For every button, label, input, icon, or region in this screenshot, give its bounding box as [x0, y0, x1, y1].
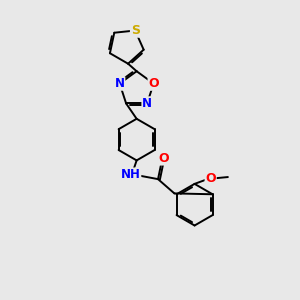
Text: S: S [130, 24, 140, 37]
Text: O: O [159, 152, 169, 165]
Text: O: O [148, 77, 159, 90]
Text: N: N [142, 97, 152, 110]
Text: NH: NH [121, 168, 141, 181]
Text: N: N [115, 77, 125, 90]
Text: O: O [205, 172, 216, 185]
